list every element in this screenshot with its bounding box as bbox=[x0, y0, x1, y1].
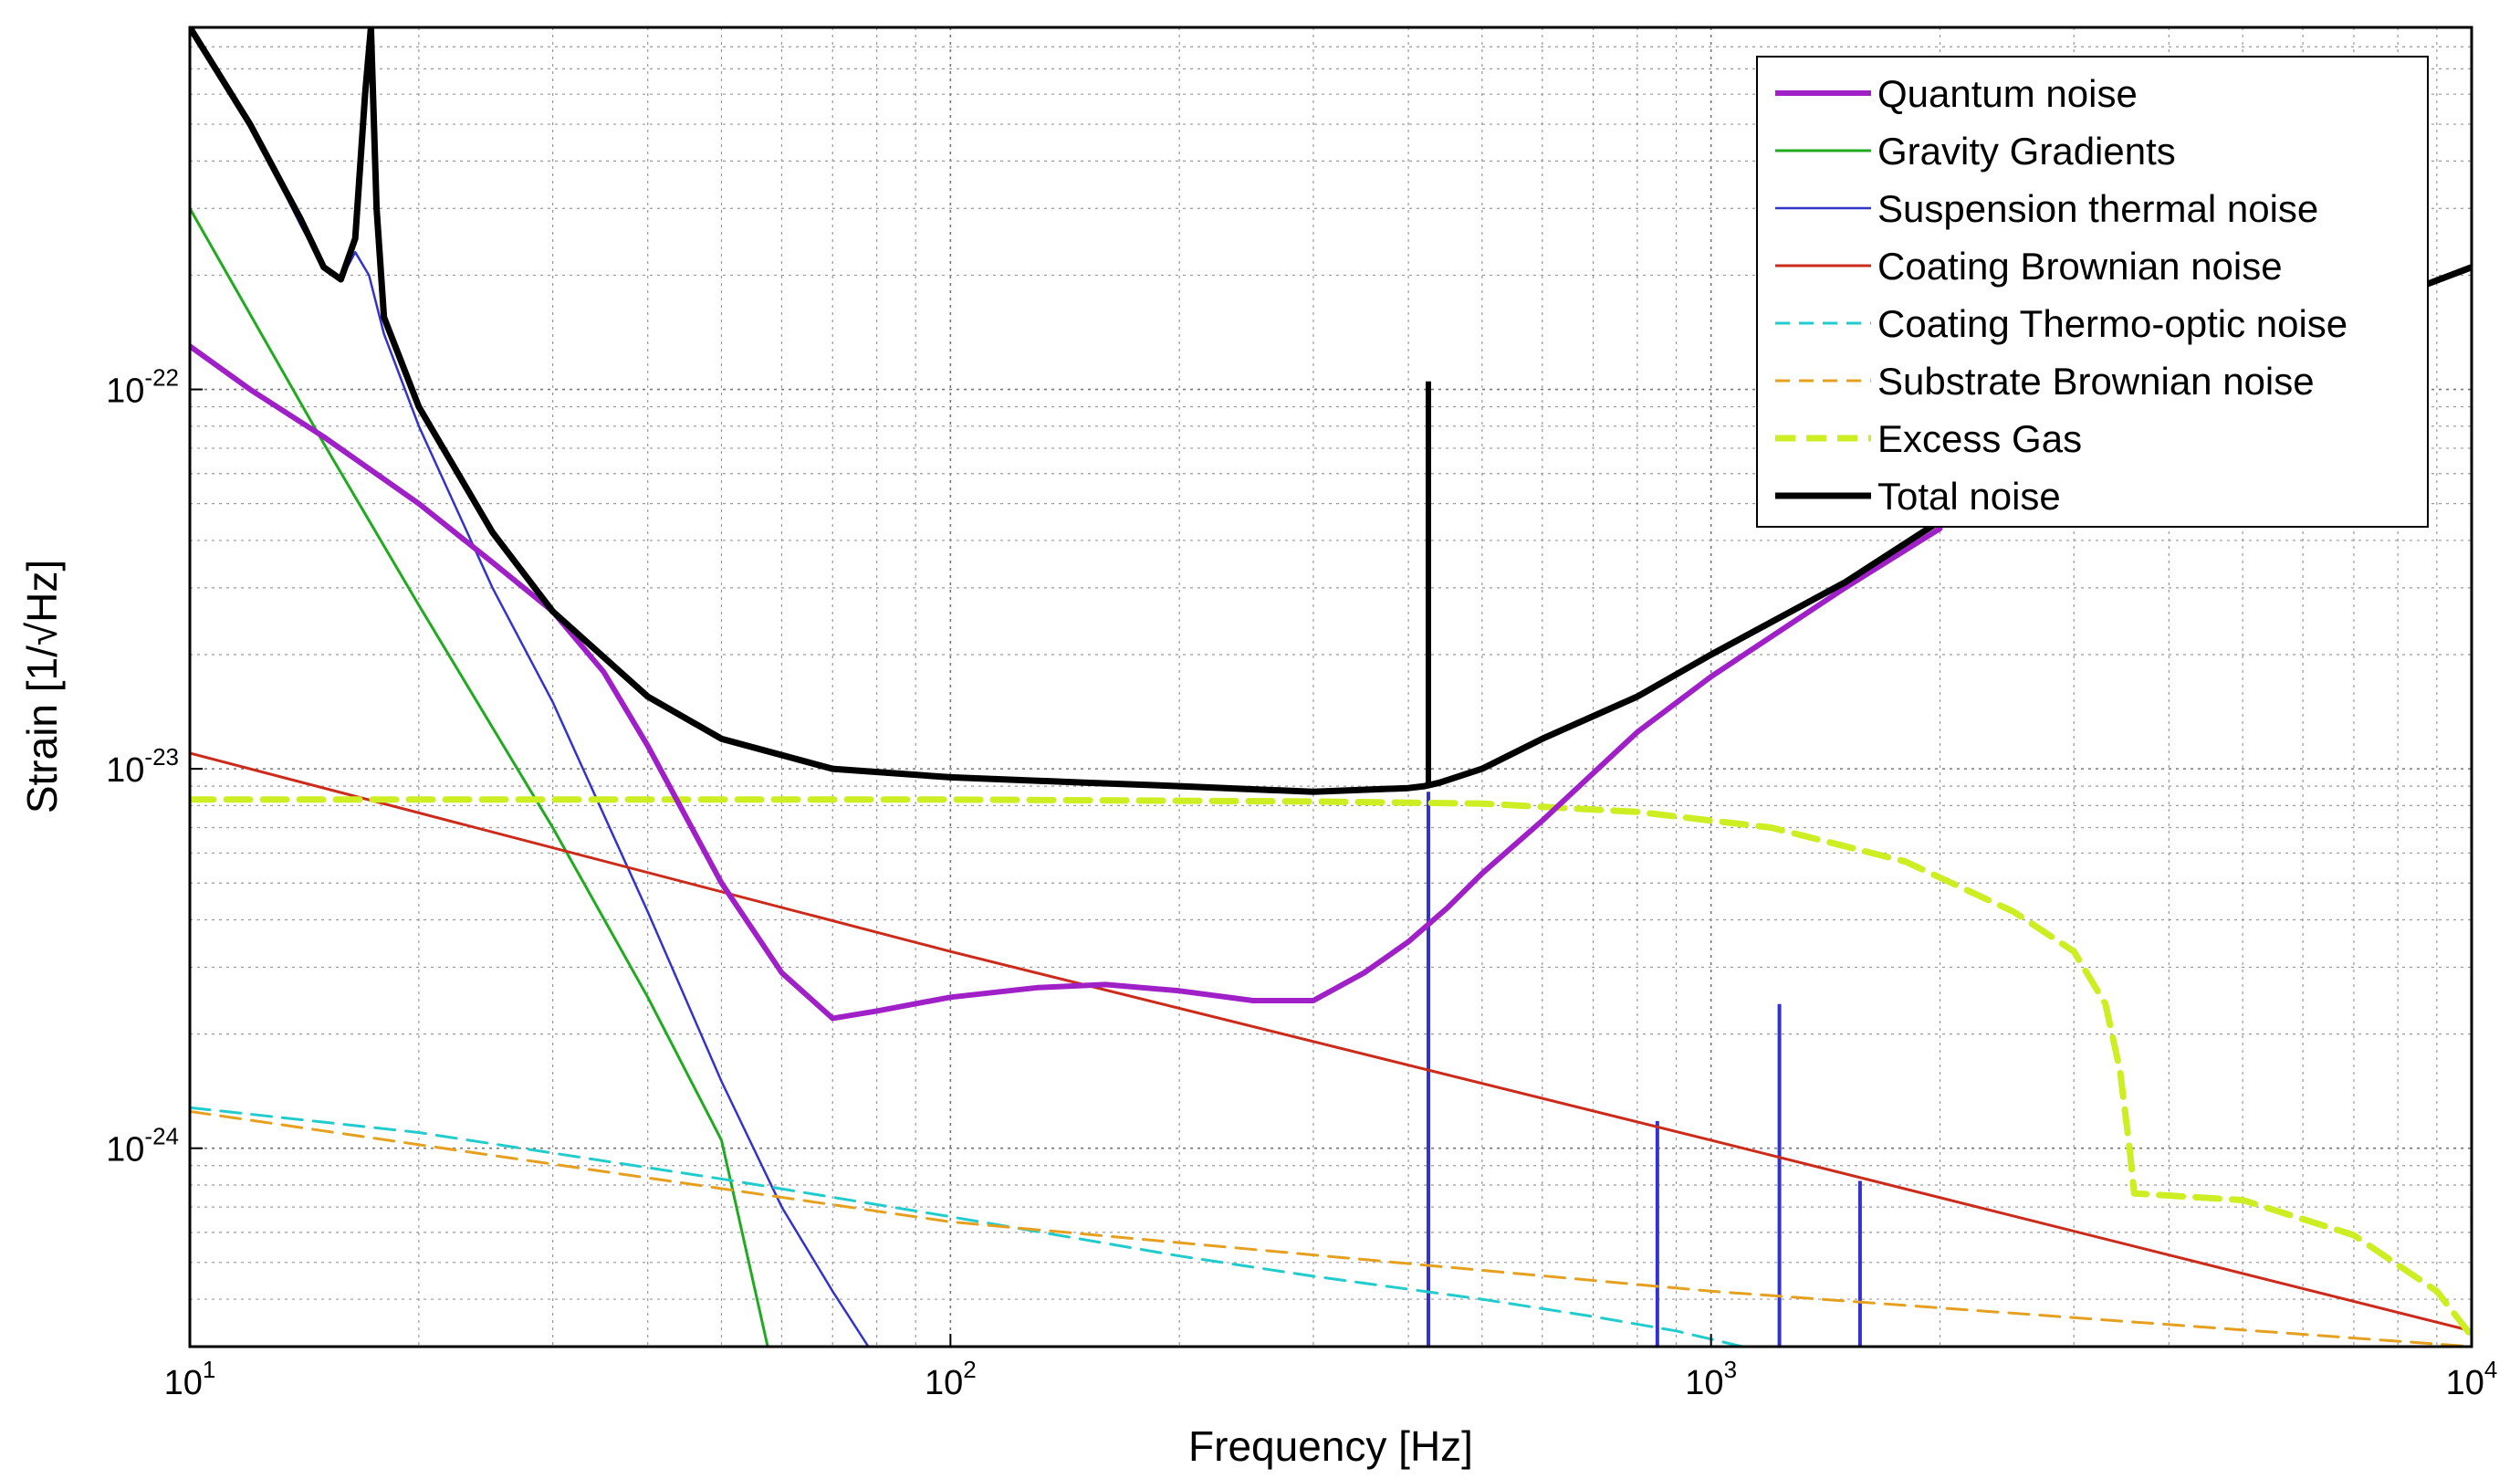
y-tick-labels: 10-22 10-23 10-24 bbox=[106, 364, 203, 1170]
series-layer bbox=[190, 27, 2472, 1347]
y-axis-title: Strain [1/√Hz] bbox=[18, 560, 66, 813]
x-tick-label: 101 bbox=[164, 1356, 216, 1402]
legend-box bbox=[1756, 56, 2429, 528]
series-line-coating-thermo-optic-noise bbox=[190, 1106, 1744, 1347]
series-line-substrate-brownian-noise bbox=[190, 1109, 2472, 1347]
series-line-excess-gas bbox=[190, 796, 2472, 1339]
legend-label-total-noise: Total noise bbox=[1877, 475, 2061, 518]
y-tick-label: 10-23 bbox=[106, 743, 179, 790]
x-tick-label: 102 bbox=[925, 1356, 977, 1402]
plot-frame bbox=[188, 26, 2473, 1348]
legend-label-suspension-thermal-noise: Suspension thermal noise bbox=[1877, 187, 2318, 230]
series-line-gravity-gradients bbox=[190, 206, 769, 1347]
x-tick-label: 104 bbox=[2446, 1356, 2498, 1402]
x-tick-label: 103 bbox=[1685, 1356, 1737, 1402]
series-line-coating-brownian-noise bbox=[190, 751, 2472, 1333]
x-axis-title: Frequency [Hz] bbox=[1188, 1422, 1473, 1470]
legend: Quantum noise Gravity Gradients Suspension… bbox=[1756, 56, 2429, 528]
legend-label-substrate-brownian-noise: Substrate Brownian noise bbox=[1877, 360, 2315, 403]
y-tick-label: 10-24 bbox=[106, 1123, 179, 1170]
legend-label-coating-thermo-optic-noise: Coating Thermo-optic noise bbox=[1877, 302, 2347, 345]
legend-label-quantum-noise: Quantum noise bbox=[1877, 72, 2138, 115]
x-tick-labels: 101 102 103 104 bbox=[164, 1334, 2498, 1402]
series-line-quantum-noise bbox=[190, 343, 1943, 1022]
y-tick-label: 10-22 bbox=[106, 364, 179, 411]
legend-label-gravity-gradients: Gravity Gradients bbox=[1877, 130, 2176, 173]
legend-label-coating-brownian-noise: Coating Brownian noise bbox=[1877, 245, 2283, 288]
legend-label-excess-gas: Excess Gas bbox=[1877, 417, 2082, 460]
series-line-total-noise bbox=[190, 27, 2472, 795]
